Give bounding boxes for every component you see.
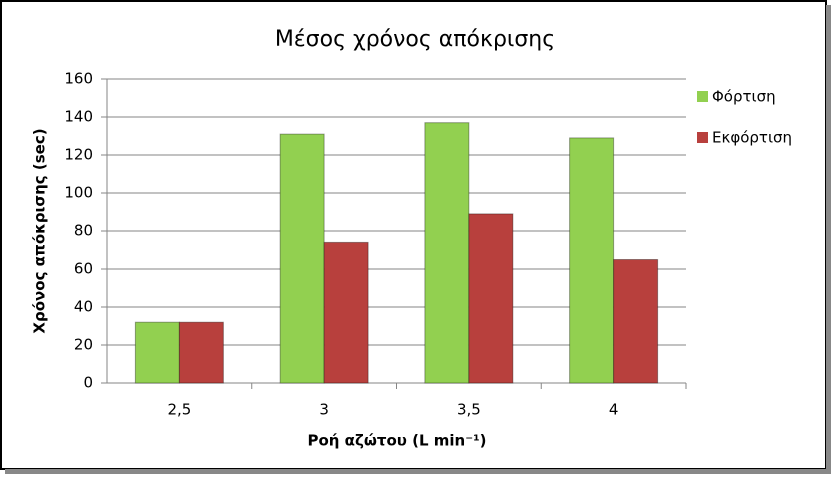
legend-label: Φόρτιση	[712, 88, 776, 106]
bar	[279, 133, 325, 384]
x-tick-label: 2,5	[167, 401, 191, 419]
bar	[424, 122, 470, 384]
x-tick-label: 4	[609, 401, 619, 419]
bar	[134, 321, 180, 384]
chart-border	[0, 0, 827, 470]
y-tick-label: 60	[74, 260, 93, 278]
legend-label: Εκφόρτιση	[712, 129, 792, 147]
legend-swatch	[697, 132, 708, 143]
y-tick-label: 160	[64, 70, 93, 88]
shadow	[5, 469, 831, 474]
y-tick-label: 20	[74, 336, 93, 354]
y-tick-label: 120	[64, 146, 93, 164]
x-tick-label: 3	[319, 401, 329, 419]
bar	[613, 259, 659, 384]
legend-swatch	[697, 91, 708, 102]
bar	[178, 321, 224, 384]
chart-title: Μέσος χρόνος απόκρισης	[275, 27, 555, 52]
bar	[569, 137, 615, 384]
y-tick-label: 0	[83, 374, 93, 392]
x-axis-label: Ροή αζώτου (L min⁻¹)	[307, 432, 486, 450]
y-axis-label: Χρόνος απόκρισης (sec)	[31, 128, 49, 333]
y-tick-label: 100	[64, 184, 93, 202]
x-tick-label: 3,5	[457, 401, 481, 419]
y-tick-label: 40	[74, 298, 93, 316]
shadow	[826, 5, 831, 474]
bar	[323, 241, 369, 384]
y-tick-label: 80	[74, 222, 93, 240]
y-tick-label: 140	[64, 108, 93, 126]
bar	[468, 213, 514, 384]
